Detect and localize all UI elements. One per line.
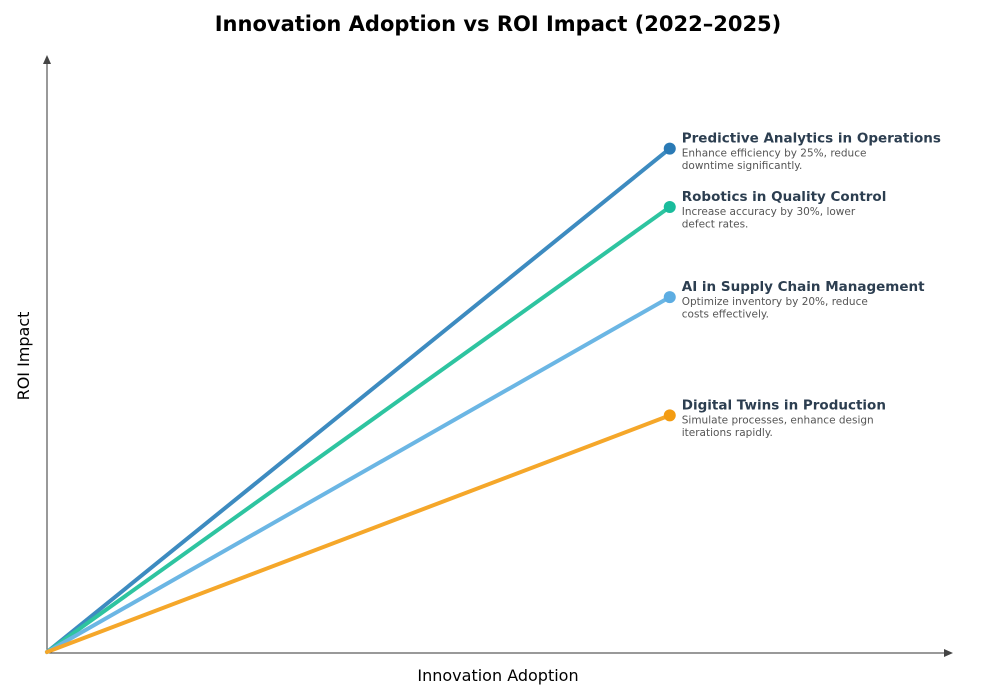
series-description: Simulate processes, enhance design: [682, 414, 874, 426]
series-0: Predictive Analytics in OperationsEnhanc…: [45, 131, 941, 654]
series-description: downtime significantly.: [682, 160, 803, 172]
x-axis-label: Innovation Adoption: [417, 666, 578, 685]
end-point-marker: [663, 142, 676, 155]
series-label: Robotics in Quality Control: [682, 189, 887, 205]
series-line: [45, 413, 672, 654]
series-description: costs effectively.: [682, 309, 769, 321]
series-description: Optimize inventory by 20%, reduce: [682, 296, 868, 308]
series-label: AI in Supply Chain Management: [682, 279, 925, 295]
series-label: Digital Twins in Production: [682, 397, 886, 413]
y-axis-label: ROI Impact: [14, 312, 33, 401]
end-point-marker: [663, 291, 676, 304]
series-description: Increase accuracy by 30%, lower: [682, 206, 856, 218]
series-line: [45, 146, 672, 654]
y-axis-arrow-icon: [43, 55, 51, 64]
chart-title: Innovation Adoption vs ROI Impact (2022–…: [215, 12, 782, 36]
x-axis-arrow-icon: [944, 649, 953, 657]
series-description: iterations rapidly.: [682, 427, 773, 439]
series-line: [45, 295, 672, 654]
end-point-marker: [663, 409, 676, 422]
series-line: [45, 205, 672, 654]
series-label: Predictive Analytics in Operations: [682, 131, 941, 147]
series-description: defect rates.: [682, 219, 749, 231]
series-description: Enhance efficiency by 25%, reduce: [682, 148, 867, 160]
end-point-marker: [663, 201, 676, 214]
